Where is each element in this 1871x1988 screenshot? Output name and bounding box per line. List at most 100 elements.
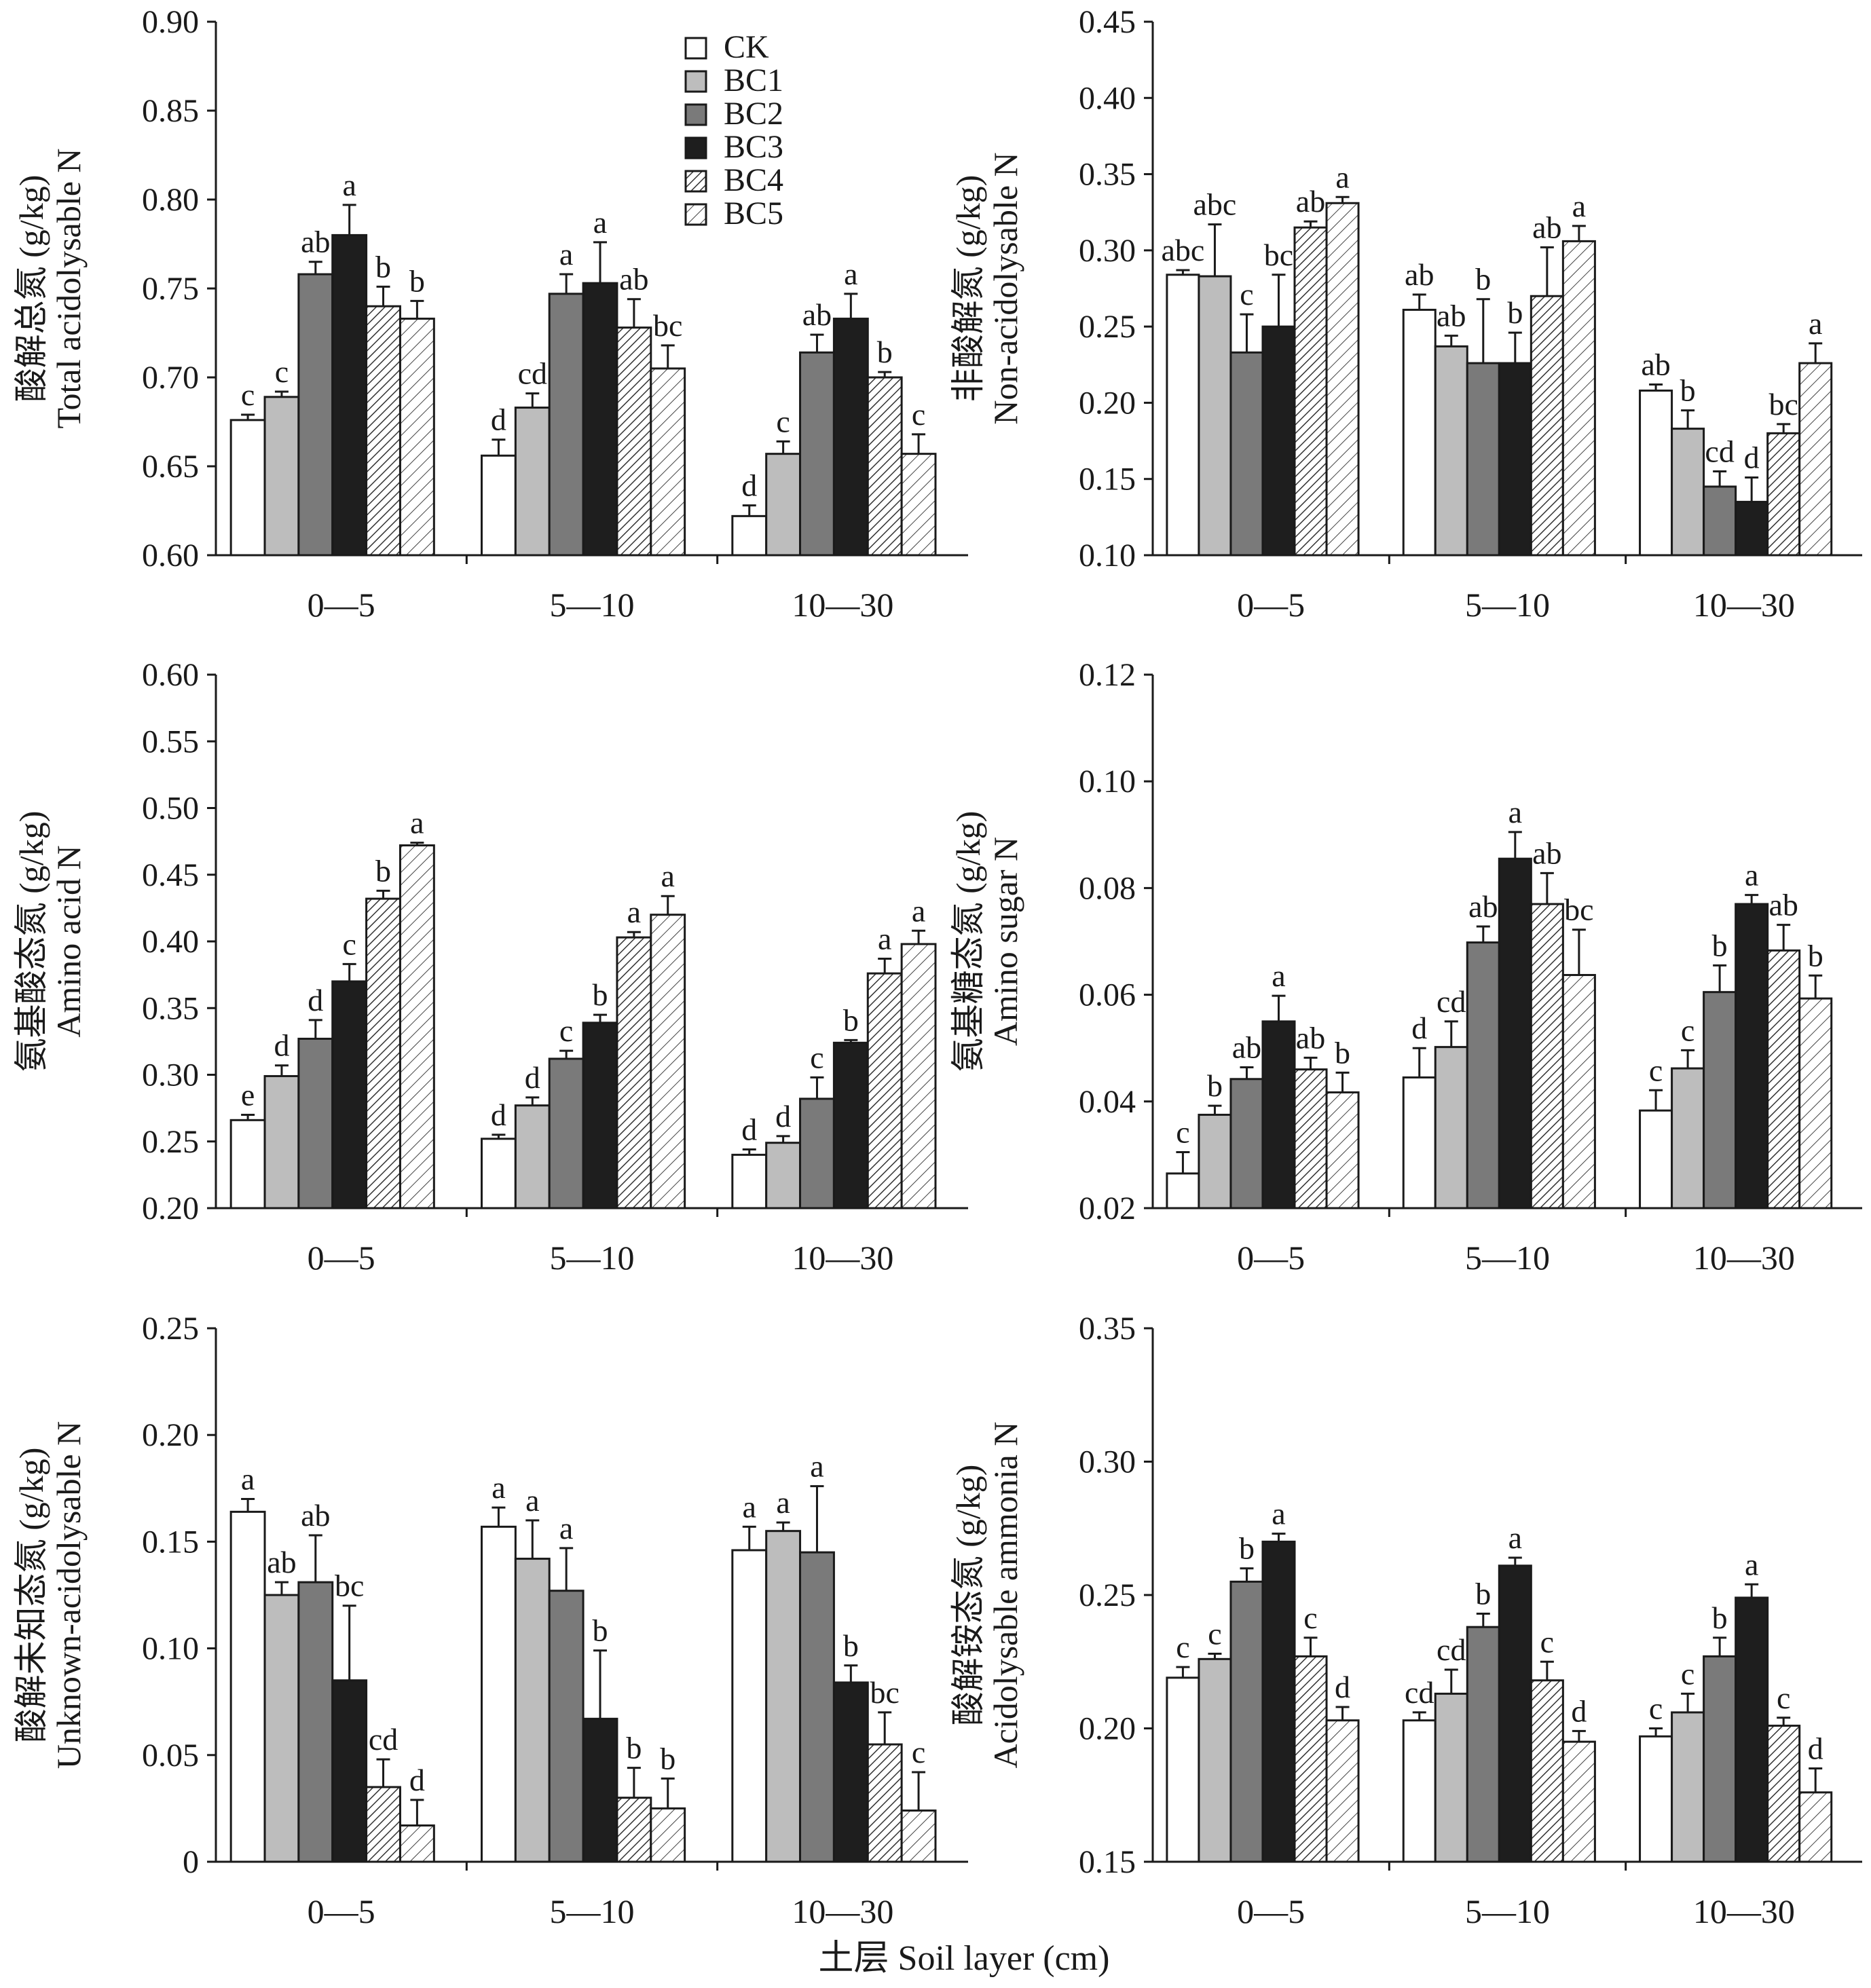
bar-ck — [229, 419, 266, 557]
bar-bc2 — [548, 293, 585, 557]
significance-letter: c — [1681, 1013, 1694, 1047]
bar-bc4 — [1530, 1679, 1564, 1863]
significance-letter: abc — [1161, 233, 1204, 267]
y-tick-label: 0.10 — [1079, 538, 1136, 574]
significance-letter: bc — [1768, 387, 1798, 421]
significance-letter: ab — [1437, 299, 1466, 333]
bar-bc4 — [1293, 1068, 1328, 1209]
significance-letter: cd — [369, 1722, 398, 1757]
significance-letter: bc — [335, 1569, 364, 1603]
bar-bc3 — [331, 980, 368, 1209]
significance-letter: ab — [1296, 184, 1325, 219]
bar-bc4 — [365, 897, 401, 1209]
bar-bc5 — [900, 453, 937, 557]
significance-letter: ab — [1532, 836, 1561, 870]
significance-letter: d — [1808, 1731, 1823, 1765]
bar-bc5 — [1325, 1719, 1360, 1863]
bar-bc5 — [1798, 997, 1833, 1209]
significance-letter: b — [1712, 1600, 1728, 1635]
bar-ck — [1402, 1076, 1437, 1209]
legend-label-bc3: BC3 — [724, 129, 783, 165]
x-category-label: 5—10 — [550, 586, 635, 624]
significance-letter: cd — [1405, 1675, 1434, 1710]
y-tick-label: 0.55 — [142, 724, 199, 759]
y-tick-label: 0.35 — [1079, 1311, 1136, 1347]
y-tick-label: 0.45 — [1079, 4, 1136, 40]
legend-swatch-bc5 — [684, 203, 707, 226]
panel-amino-acid-n: 0.20 0.25 0.30 0.35 0.40 0.45 0.50 0.55 0.60 氨基酸态… — [12, 657, 968, 1277]
y-axis-label-cn: 氨基酸态氮 (g/kg) — [12, 811, 50, 1072]
bar-ck — [1402, 308, 1437, 557]
y-axis-label-en: Amino sugar N — [986, 837, 1024, 1046]
y-tick-label: 0.30 — [1079, 233, 1136, 269]
significance-letter: c — [1681, 1656, 1694, 1691]
significance-letter: d — [1335, 1670, 1350, 1704]
bar-bc2 — [799, 1098, 835, 1209]
significance-letter: a — [810, 1449, 823, 1484]
significance-letter: ab — [1768, 888, 1798, 922]
significance-letter: bc — [1264, 238, 1293, 272]
y-tick-label: 0.35 — [1079, 157, 1136, 193]
bar-ck — [1639, 1735, 1673, 1863]
significance-letter: b — [1680, 373, 1696, 408]
bar-bc1 — [514, 1558, 551, 1863]
y-tick-label: 0.50 — [142, 791, 199, 827]
bar-bc1 — [263, 1594, 300, 1863]
y-axis-label-cn: 酸解总氮 (g/kg) — [12, 175, 50, 402]
bar-bc3 — [582, 1717, 618, 1863]
y-tick-label: 0.15 — [142, 1524, 199, 1560]
bar-bc5 — [900, 1809, 937, 1863]
bar-bc1 — [765, 1142, 802, 1209]
significance-letter: ab — [1532, 210, 1561, 244]
bar-bc5 — [650, 1807, 686, 1863]
significance-letter: a — [1508, 1520, 1522, 1555]
significance-letter: cd — [1705, 434, 1734, 468]
x-category-label: 5—10 — [550, 1892, 635, 1930]
significance-letter: c — [912, 397, 925, 432]
significance-letter: bc — [653, 308, 682, 343]
y-tick-label: 0.80 — [142, 182, 199, 218]
significance-letter: a — [559, 237, 573, 271]
y-tick-label: 0.90 — [142, 4, 199, 40]
y-tick-label: 0.65 — [142, 449, 199, 485]
y-tick-label: 0.60 — [142, 657, 199, 693]
significance-letter: b — [1808, 938, 1823, 973]
significance-letter: d — [409, 1763, 425, 1797]
y-tick-label: 0.40 — [142, 924, 199, 960]
significance-letter: c — [810, 1040, 823, 1074]
y-tick-label: 0.10 — [142, 1631, 199, 1667]
bar-bc2 — [799, 351, 835, 557]
significance-letter: a — [1335, 160, 1349, 194]
bar-ck — [1639, 1109, 1673, 1209]
significance-letter: d — [775, 1099, 791, 1133]
y-axis-label-en: Unknown-acidolysable N — [50, 1421, 88, 1769]
significance-letter: b — [375, 249, 391, 284]
significance-letter: ab — [1641, 347, 1670, 381]
bar-bc4 — [1766, 949, 1801, 1209]
y-tick-label: 0.85 — [142, 93, 199, 129]
bar-bc4 — [1766, 432, 1801, 557]
bar-bc4 — [1766, 1725, 1801, 1863]
y-tick-label: 0.20 — [142, 1417, 199, 1453]
significance-letter: ab — [1232, 1030, 1261, 1064]
bar-bc1 — [765, 1530, 802, 1863]
bar-bc2 — [548, 1057, 585, 1209]
panel-acidolysable-ammonia-n: 0.15 0.20 0.25 0.30 0.35 酸解铵态氮 (g/kg) Acidolys… — [949, 1311, 1862, 1930]
significance-letter: c — [1176, 1114, 1189, 1149]
bar-bc3 — [832, 318, 869, 557]
bar-bc2 — [1703, 991, 1737, 1209]
x-category-label: 0—5 — [1237, 586, 1305, 624]
bar-bc1 — [514, 1104, 551, 1209]
bar-bc5 — [1325, 1091, 1360, 1209]
significance-letter: d — [491, 402, 506, 437]
panel-total-acidolysable-n: 0.60 0.65 0.70 0.75 0.80 0.85 0.90 酸解总氮 (g/kg) T… — [12, 4, 968, 624]
bar-bc2 — [297, 1037, 334, 1209]
significance-letter: b — [1335, 1035, 1350, 1070]
significance-letter: c — [776, 404, 790, 438]
significance-letter: c — [559, 1013, 573, 1048]
y-axis-label-en: Amino acid N — [50, 845, 88, 1037]
y-tick-label: 0.15 — [1079, 462, 1136, 498]
significance-letter: a — [1508, 795, 1522, 829]
significance-letter: c — [1303, 1600, 1317, 1635]
y-tick-label: 0.30 — [142, 1057, 199, 1093]
